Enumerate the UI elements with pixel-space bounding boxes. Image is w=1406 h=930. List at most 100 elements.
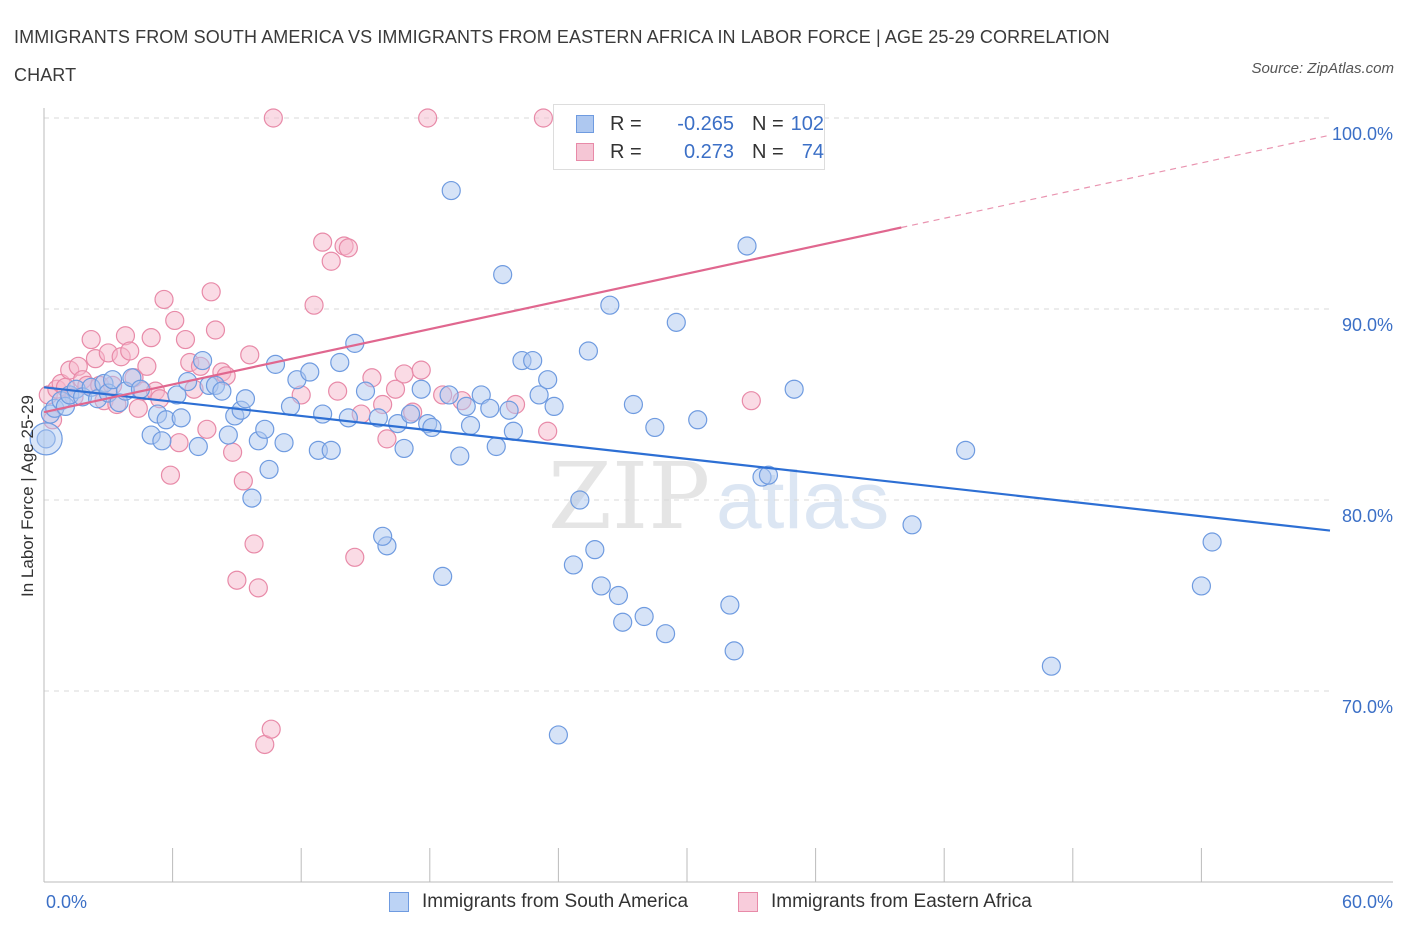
legend-r-label: R = [610,113,642,135]
x-tick-label: 0.0% [46,892,87,912]
eastern-africa-point [385,379,406,399]
eastern-africa-point [201,282,221,302]
south-america-point [529,385,549,405]
legend-n-value: 102 [790,113,824,135]
eastern-africa-point [328,381,348,401]
watermark: ZIP atlas [548,443,889,550]
south-america-point [645,417,665,438]
eastern-africa-point [261,719,281,739]
eastern-africa-point [321,251,341,271]
eastern-africa-point [411,360,431,380]
south-america-point [400,404,421,424]
eastern-africa-point [175,329,196,350]
chart-title: IMMIGRANTS FROM SOUTH AMERICA VS IMMIGRA… [14,27,1110,85]
legend-swatch-blue [576,115,594,133]
eastern-africa-point [197,419,217,439]
south-america-point [1202,532,1222,552]
eastern-africa-point [377,429,397,449]
south-america-point [1191,576,1212,596]
eastern-africa-point [538,421,558,441]
south-america-point [608,585,629,606]
south-america-point [188,436,208,457]
legend-n-value: 74 [801,141,824,163]
south-america-point [655,624,676,644]
legend-swatch-pink [576,143,594,161]
south-america-point [102,370,123,390]
south-america-point [902,515,922,535]
eastern-africa-point [169,433,189,453]
correlation-legend: R = -0.265 N = 102 R = 0.273 N = 74 [553,104,825,170]
south-america-point [330,352,350,373]
y-tick-label: 90.0% [1342,315,1393,335]
south-america-point [433,566,453,587]
south-america-point [634,606,654,627]
south-america-point [300,362,320,382]
eastern-africa-point [154,289,174,310]
eastern-africa-point [205,320,226,340]
south-america-point [255,419,275,439]
bottom-legend-label: Immigrants from Eastern Africa [771,891,1032,912]
south-america-point [544,396,564,417]
bottom-legend-swatch-blue [389,892,409,912]
south-america-point [523,350,543,371]
south-america-point [1041,656,1061,676]
eastern-africa-point [533,108,553,128]
eastern-africa-point [244,534,264,554]
eastern-africa-point [165,310,185,331]
y-tick-label: 100.0% [1332,124,1393,144]
eastern-africa-point [418,108,438,128]
bottom-legend-swatch-pink [738,892,758,912]
south-america-point [548,725,569,745]
south-america-point [600,295,620,315]
axes [43,108,1393,883]
eastern-africa-trend-extension [901,134,1331,229]
south-america-point [394,438,414,459]
y-axis-label: In Labor Force | Age 25-29 [18,395,37,597]
legend-r-value: -0.265 [677,113,734,135]
eastern-africa-point [137,356,157,376]
eastern-africa-point [240,345,260,365]
eastern-africa-point [394,364,414,384]
south-america-point [956,440,976,460]
x-tick-label: 60.0% [1342,892,1393,912]
y-tick-label: 70.0% [1342,697,1393,717]
south-america-point [666,312,686,332]
south-america-point [493,265,513,285]
source-credit: Source: ZipAtlas.com [1251,60,1394,77]
eastern-africa-point [128,398,148,418]
south-america-point [235,389,256,409]
south-america-point [578,341,599,361]
eastern-africa-point [81,329,101,350]
tick-labels: 70.0% 80.0% 90.0% 100.0% 0.0% 60.0% [46,124,1393,912]
south-america-point [373,526,393,546]
south-america-point [422,417,442,438]
south-america-point [784,379,804,399]
south-america-point [720,595,740,615]
south-america-point [503,421,523,441]
south-america-point [167,385,187,405]
south-america-point [411,379,431,399]
south-america-point [313,404,333,424]
eastern-africa-point [338,238,358,258]
south-america-point [450,446,470,466]
south-america-point [441,180,461,201]
south-america-point [259,459,279,480]
eastern-africa-point [313,232,333,252]
eastern-africa-point [263,108,283,128]
eastern-africa-point [141,328,161,348]
eastern-africa-point [304,295,324,315]
eastern-africa-point [120,341,140,361]
south-america-point [480,398,500,418]
legend-r-value: 0.273 [683,141,734,163]
south-america-point [538,370,558,390]
south-america-point [29,422,63,456]
south-america-point [499,400,519,420]
south-america-point [36,429,56,449]
south-america-point [321,440,341,460]
south-america-point [460,415,481,436]
eastern-africa-point [160,465,181,485]
south-america-point [242,488,262,508]
south-america-point [152,431,172,451]
eastern-africa-point [227,570,247,590]
watermark-atlas: atlas [716,455,889,546]
